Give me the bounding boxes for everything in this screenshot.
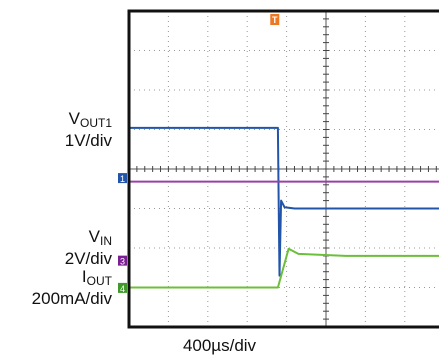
channel-1-marker-box (118, 173, 127, 184)
plot-frame (127, 9, 439, 329)
markers: 1 3 4 T (118, 14, 280, 294)
channel-1-label: VOUT1 1V/div (30, 110, 112, 150)
channel-4-name: I (81, 267, 87, 286)
trace-channel-4 (129, 247, 439, 289)
channel-3-scale: 2V/div (64, 249, 112, 268)
channel-4-name-sub: OUT (86, 274, 112, 288)
trigger-marker-text: T (272, 15, 278, 25)
channel-4-scale: 200mA/div (31, 289, 112, 308)
channel-3-name-sub: IN (100, 234, 112, 248)
channel-4-marker: 4 (118, 282, 127, 294)
channel-1-scale: 1V/div (64, 131, 112, 150)
channel-4-label: IOUT 200mA/div (0, 268, 112, 308)
channel-3-marker-box (118, 255, 127, 266)
x-scale-label: 400µs/div (182, 336, 257, 355)
channel-1-marker-text: 1 (120, 174, 125, 184)
channel-3-marker: 3 (118, 255, 127, 267)
channel-4-marker-box (118, 282, 127, 293)
channel-1-name: V (68, 109, 80, 128)
trigger-marker-box (270, 14, 280, 25)
channel-3-label: VIN 2V/div (30, 228, 112, 268)
channel-4-marker-text: 4 (120, 284, 125, 294)
channel-3-name: V (88, 227, 100, 246)
channel-3-marker-text: 3 (120, 257, 125, 267)
trigger-marker: T (270, 14, 280, 25)
channel-1-marker: 1 (118, 173, 127, 184)
trace-channel-1 (129, 126, 439, 277)
channel-1-name-sub: OUT1 (79, 116, 112, 130)
traces (129, 126, 439, 289)
